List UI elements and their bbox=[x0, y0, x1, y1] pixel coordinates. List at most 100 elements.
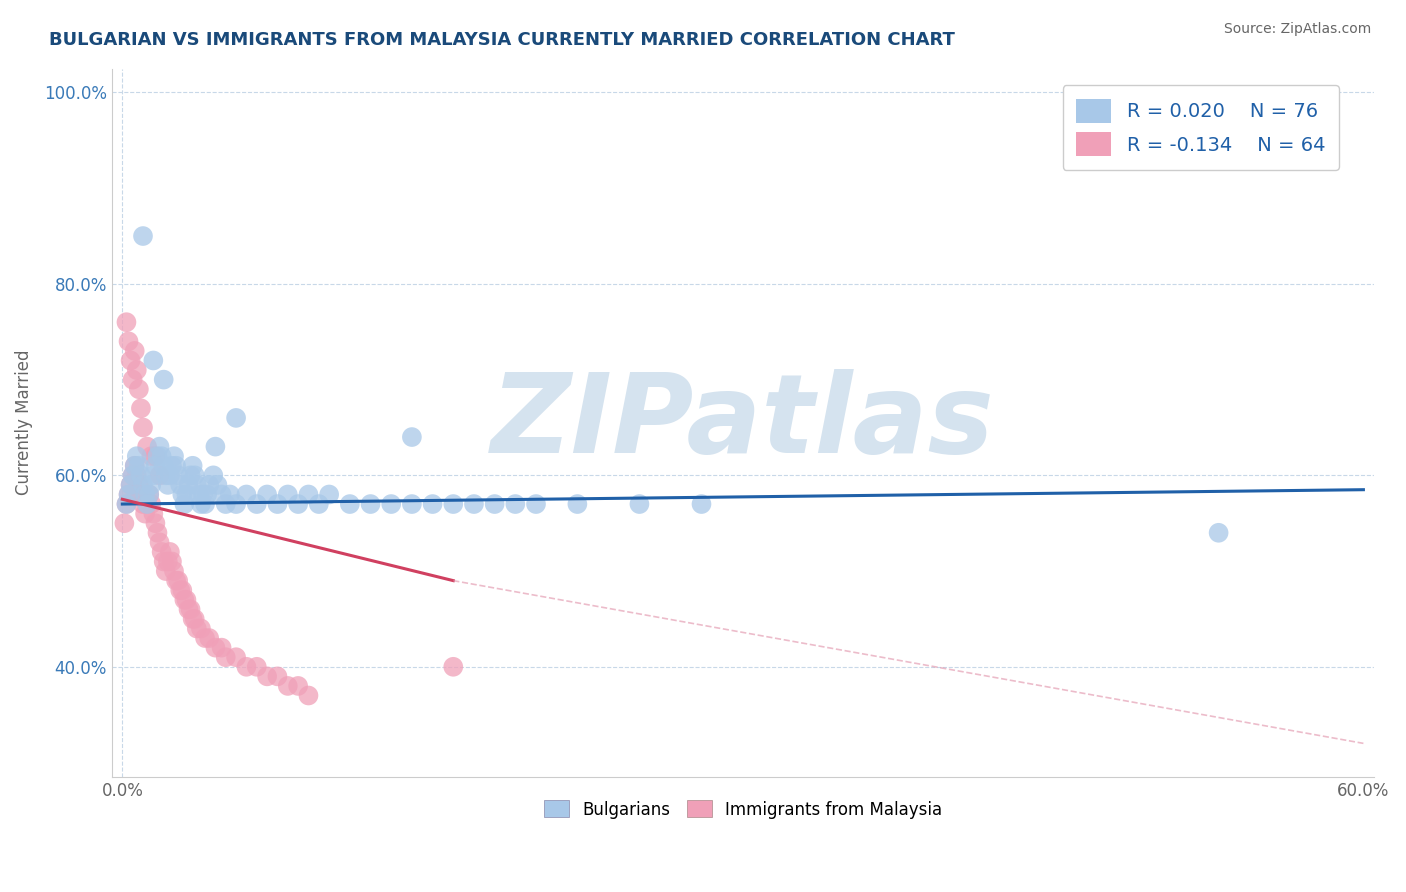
Point bbox=[141, 497, 163, 511]
Point bbox=[380, 497, 402, 511]
Point bbox=[277, 679, 299, 693]
Point bbox=[159, 545, 181, 559]
Text: Source: ZipAtlas.com: Source: ZipAtlas.com bbox=[1223, 22, 1371, 37]
Y-axis label: Currently Married: Currently Married bbox=[15, 350, 32, 495]
Point bbox=[256, 487, 278, 501]
Point bbox=[142, 468, 165, 483]
Point bbox=[132, 478, 155, 492]
Point bbox=[225, 411, 247, 425]
Point bbox=[152, 554, 174, 568]
Point bbox=[128, 458, 150, 473]
Point bbox=[125, 468, 148, 483]
Point bbox=[318, 487, 340, 501]
Point bbox=[142, 507, 165, 521]
Point bbox=[120, 353, 142, 368]
Point bbox=[401, 497, 423, 511]
Point bbox=[287, 497, 309, 511]
Point bbox=[112, 516, 135, 531]
Point bbox=[246, 660, 269, 674]
Point bbox=[165, 458, 187, 473]
Point bbox=[235, 487, 257, 501]
Point bbox=[628, 497, 651, 511]
Point bbox=[152, 373, 174, 387]
Point bbox=[165, 574, 187, 588]
Point bbox=[117, 487, 139, 501]
Point bbox=[183, 468, 205, 483]
Legend: Bulgarians, Immigrants from Malaysia: Bulgarians, Immigrants from Malaysia bbox=[537, 794, 949, 825]
Point bbox=[198, 478, 221, 492]
Point bbox=[186, 622, 208, 636]
Point bbox=[339, 497, 361, 511]
Point bbox=[117, 487, 139, 501]
Point bbox=[167, 574, 190, 588]
Point bbox=[134, 487, 156, 501]
Point bbox=[1208, 525, 1230, 540]
Point bbox=[204, 440, 226, 454]
Point bbox=[138, 487, 160, 501]
Point bbox=[167, 468, 190, 483]
Text: BULGARIAN VS IMMIGRANTS FROM MALAYSIA CURRENTLY MARRIED CORRELATION CHART: BULGARIAN VS IMMIGRANTS FROM MALAYSIA CU… bbox=[49, 31, 955, 49]
Point bbox=[148, 535, 170, 549]
Point bbox=[422, 497, 444, 511]
Point bbox=[266, 669, 288, 683]
Point bbox=[132, 420, 155, 434]
Point bbox=[172, 487, 194, 501]
Point bbox=[121, 468, 143, 483]
Point bbox=[401, 430, 423, 444]
Point bbox=[176, 592, 198, 607]
Point bbox=[128, 478, 150, 492]
Point bbox=[172, 583, 194, 598]
Point bbox=[202, 468, 225, 483]
Point bbox=[256, 669, 278, 683]
Point bbox=[146, 449, 169, 463]
Point bbox=[136, 497, 159, 511]
Point bbox=[198, 631, 221, 645]
Point bbox=[142, 353, 165, 368]
Point bbox=[150, 545, 173, 559]
Point bbox=[129, 468, 152, 483]
Point bbox=[132, 229, 155, 244]
Point bbox=[128, 382, 150, 396]
Point bbox=[225, 650, 247, 665]
Point bbox=[441, 660, 464, 674]
Point bbox=[138, 487, 160, 501]
Point bbox=[211, 487, 233, 501]
Point bbox=[163, 564, 186, 578]
Point bbox=[117, 334, 139, 349]
Point bbox=[134, 507, 156, 521]
Point bbox=[194, 631, 217, 645]
Point bbox=[125, 449, 148, 463]
Point bbox=[124, 458, 146, 473]
Point bbox=[160, 458, 183, 473]
Point bbox=[145, 458, 167, 473]
Point bbox=[120, 478, 142, 492]
Point bbox=[150, 449, 173, 463]
Point bbox=[690, 497, 713, 511]
Point bbox=[160, 554, 183, 568]
Point bbox=[195, 487, 218, 501]
Point bbox=[190, 497, 212, 511]
Point bbox=[183, 612, 205, 626]
Point bbox=[190, 622, 212, 636]
Point bbox=[145, 516, 167, 531]
Point bbox=[204, 640, 226, 655]
Point bbox=[115, 497, 138, 511]
Point bbox=[194, 497, 217, 511]
Point bbox=[524, 497, 547, 511]
Point bbox=[360, 497, 382, 511]
Point bbox=[567, 497, 589, 511]
Point bbox=[287, 679, 309, 693]
Point bbox=[225, 497, 247, 511]
Point bbox=[163, 449, 186, 463]
Point bbox=[235, 660, 257, 674]
Point bbox=[136, 497, 159, 511]
Point bbox=[176, 487, 198, 501]
Point bbox=[121, 373, 143, 387]
Point bbox=[191, 487, 214, 501]
Point bbox=[297, 487, 319, 501]
Point bbox=[215, 497, 238, 511]
Point bbox=[441, 497, 464, 511]
Point bbox=[148, 440, 170, 454]
Point bbox=[246, 497, 269, 511]
Point bbox=[173, 592, 195, 607]
